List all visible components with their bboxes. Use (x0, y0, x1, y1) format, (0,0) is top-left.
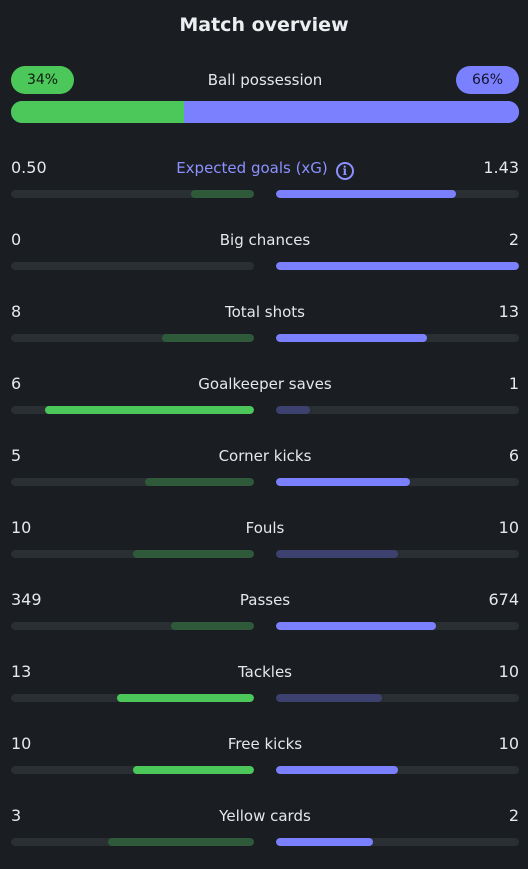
home-stat-value: 8 (11, 302, 22, 321)
possession-bar (11, 101, 519, 123)
away-stat-value: 1.43 (483, 158, 519, 177)
stat-label-text: Tackles (237, 663, 293, 681)
stat-label: Passes (11, 588, 519, 612)
stat-label-text: Corner kicks (218, 447, 312, 465)
away-stat-bar-fill (276, 262, 519, 270)
away-stat-value: 13 (498, 302, 519, 321)
home-stat-bar-fill (116, 694, 254, 702)
home-stat-value: 3 (11, 806, 22, 825)
home-possession-segment (11, 101, 184, 123)
home-stat-bar (11, 766, 254, 774)
home-stat-bar-fill (161, 334, 254, 342)
away-possession-segment (183, 101, 519, 123)
away-stat-bar (276, 694, 519, 702)
away-stat-bar (276, 334, 519, 342)
away-stat-bar-fill (276, 838, 374, 846)
away-stat-value: 10 (498, 662, 519, 681)
home-stat-bar (11, 694, 254, 702)
panel-title: Match overview (179, 14, 349, 36)
stat-row: 349 Passes 674 (11, 588, 519, 638)
stat-label-text: Passes (239, 591, 291, 609)
home-stat-value: 10 (11, 518, 32, 537)
home-stat-bar (11, 550, 254, 558)
away-stat-value: 10 (498, 518, 519, 537)
stat-label: Tackles (11, 660, 519, 684)
away-stat-bar (276, 190, 519, 198)
away-stat-bar-fill (276, 550, 398, 558)
away-stat-bar-fill (276, 190, 456, 198)
away-stat-value: 2 (508, 806, 519, 825)
stat-label-text: Free kicks (227, 735, 303, 753)
home-stat-bar (11, 334, 254, 342)
possession-label: Ball possession (207, 71, 323, 89)
stat-row: 8 Total shots 13 (11, 300, 519, 350)
stat-label: Fouls (11, 516, 519, 540)
stat-label-text: Yellow cards (219, 807, 311, 825)
away-stat-bar-fill (276, 622, 437, 630)
away-stat-value: 2 (508, 230, 519, 249)
away-stat-bar (276, 622, 519, 630)
away-stat-bar-fill (276, 334, 427, 342)
home-stat-value: 0.50 (11, 158, 47, 177)
info-icon[interactable]: i (335, 162, 354, 180)
away-stat-bar (276, 478, 519, 486)
home-possession-badge: 34% (11, 66, 74, 94)
home-stat-bar-fill (132, 550, 254, 558)
away-stat-value: 674 (488, 590, 519, 609)
away-stat-bar-fill (276, 478, 410, 486)
away-stat-value: 10 (498, 734, 519, 753)
away-stat-bar (276, 550, 519, 558)
stat-label: Total shots (11, 300, 519, 324)
home-stat-value: 349 (11, 590, 42, 609)
home-stat-bar (11, 406, 254, 414)
stat-label: Yellow cards (11, 804, 519, 828)
home-stat-bar (11, 190, 254, 198)
home-stat-bar-fill (171, 622, 254, 630)
home-stat-bar-fill (108, 838, 254, 846)
stat-row: 10 Fouls 10 (11, 516, 519, 566)
stat-row: 5 Corner kicks 6 (11, 444, 519, 494)
away-possession-badge: 66% (456, 66, 519, 94)
stat-row: 0.50 Expected goals (xG) i 1.43 (11, 156, 519, 206)
stat-label-text: Total shots (225, 303, 305, 321)
home-stat-bar (11, 838, 254, 846)
stat-label-text: Expected goals (xG) (176, 159, 328, 177)
home-stat-bar-fill (45, 406, 254, 414)
home-stat-value: 6 (11, 374, 22, 393)
stat-row: 6 Goalkeeper saves 1 (11, 372, 519, 422)
stat-label: Goalkeeper saves (11, 372, 519, 396)
home-stat-bar-fill (132, 766, 254, 774)
stat-row: 10 Free kicks 10 (11, 732, 519, 782)
home-stat-bar-fill (144, 478, 254, 486)
stat-label[interactable]: Expected goals (xG) i (11, 156, 519, 180)
away-stat-value: 1 (508, 374, 519, 393)
away-stat-bar (276, 406, 519, 414)
away-stat-bar (276, 838, 519, 846)
away-stat-bar-fill (276, 406, 311, 414)
stat-label: Big chances (11, 228, 519, 252)
home-stat-value: 10 (11, 734, 32, 753)
away-stat-bar-fill (276, 766, 398, 774)
possession-header: 34% Ball possession 66% (11, 66, 519, 94)
away-stat-bar (276, 766, 519, 774)
away-stat-bar (276, 262, 519, 270)
stat-row: 0 Big chances 2 (11, 228, 519, 278)
stat-label-text: Big chances (219, 231, 311, 249)
stat-label-text: Fouls (245, 519, 285, 537)
home-stat-bar-fill (190, 190, 254, 198)
stat-label: Free kicks (11, 732, 519, 756)
stat-row: 3 Yellow cards 2 (11, 804, 519, 854)
away-stat-value: 6 (508, 446, 519, 465)
stat-label-text: Goalkeeper saves (198, 375, 332, 393)
home-stat-bar (11, 622, 254, 630)
home-stat-bar (11, 478, 254, 486)
stat-label: Corner kicks (11, 444, 519, 468)
away-stat-bar-fill (276, 694, 382, 702)
home-stat-bar (11, 262, 254, 270)
home-stat-value: 13 (11, 662, 32, 681)
home-stat-value: 0 (11, 230, 22, 249)
home-stat-value: 5 (11, 446, 22, 465)
stat-row: 13 Tackles 10 (11, 660, 519, 710)
